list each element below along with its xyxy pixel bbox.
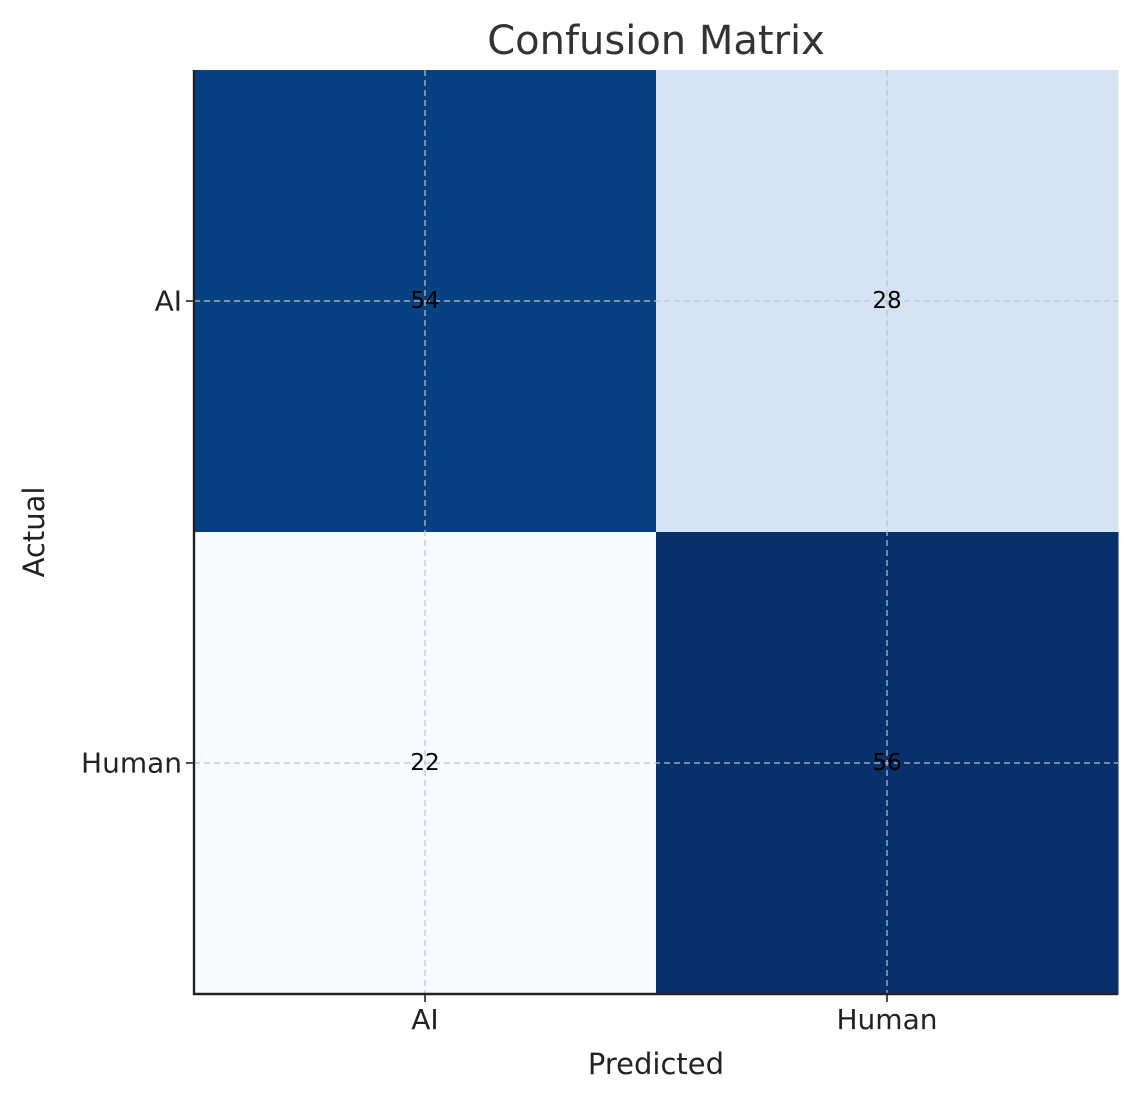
y-axis-label: Actual (17, 487, 51, 578)
cell-value-label: 28 (872, 288, 901, 314)
cell-value-label: 54 (410, 288, 439, 314)
y-tick-label: AI (155, 285, 182, 318)
cell-value-labels: 54 28 22 56 (410, 288, 901, 776)
y-axis-ticks: AI Human (81, 285, 194, 780)
chart-title: Confusion Matrix (487, 18, 825, 64)
cell-value-label: 56 (872, 750, 901, 776)
x-axis-ticks: AI Human (411, 994, 937, 1036)
x-axis-label: Predicted (588, 1047, 724, 1081)
y-tick-label: Human (81, 747, 182, 780)
grid-lines (194, 70, 1118, 994)
cell-value-label: 22 (410, 750, 439, 776)
axis-spines (192, 70, 1118, 996)
x-tick-label: AI (411, 1003, 438, 1036)
x-tick-label: Human (837, 1003, 938, 1036)
heatmap-cells (194, 70, 1119, 995)
